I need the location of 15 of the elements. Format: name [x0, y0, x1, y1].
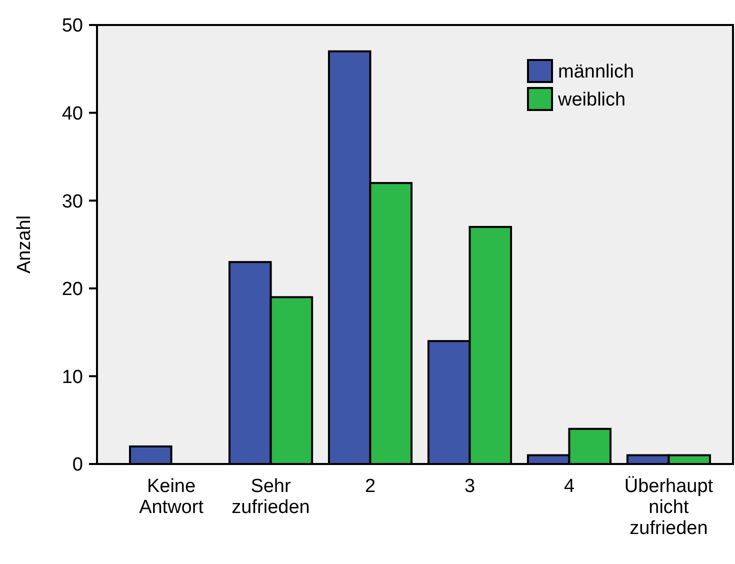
x-tick-label: Sehr zufrieden: [232, 476, 310, 518]
y-tick-label: 20: [62, 279, 83, 300]
legend-label: weiblich: [557, 90, 626, 111]
x-tick-label: Überhaupt nicht zufrieden: [624, 476, 714, 539]
y-tick-label: 40: [62, 103, 83, 124]
x-tick-label: 4: [564, 476, 575, 497]
y-tick-label: 0: [72, 454, 83, 476]
y-tick-label: 30: [62, 191, 83, 212]
legend-label: männlich: [558, 62, 634, 83]
x-tick-label: 2: [364, 476, 376, 497]
x-tick-label: 3: [464, 476, 476, 497]
y-tick-label: 50: [62, 16, 83, 37]
y-axis-title: Anzahl: [14, 215, 35, 274]
y-tick-label: 10: [62, 366, 83, 388]
x-tick-label: Keine Antwort: [139, 476, 204, 518]
